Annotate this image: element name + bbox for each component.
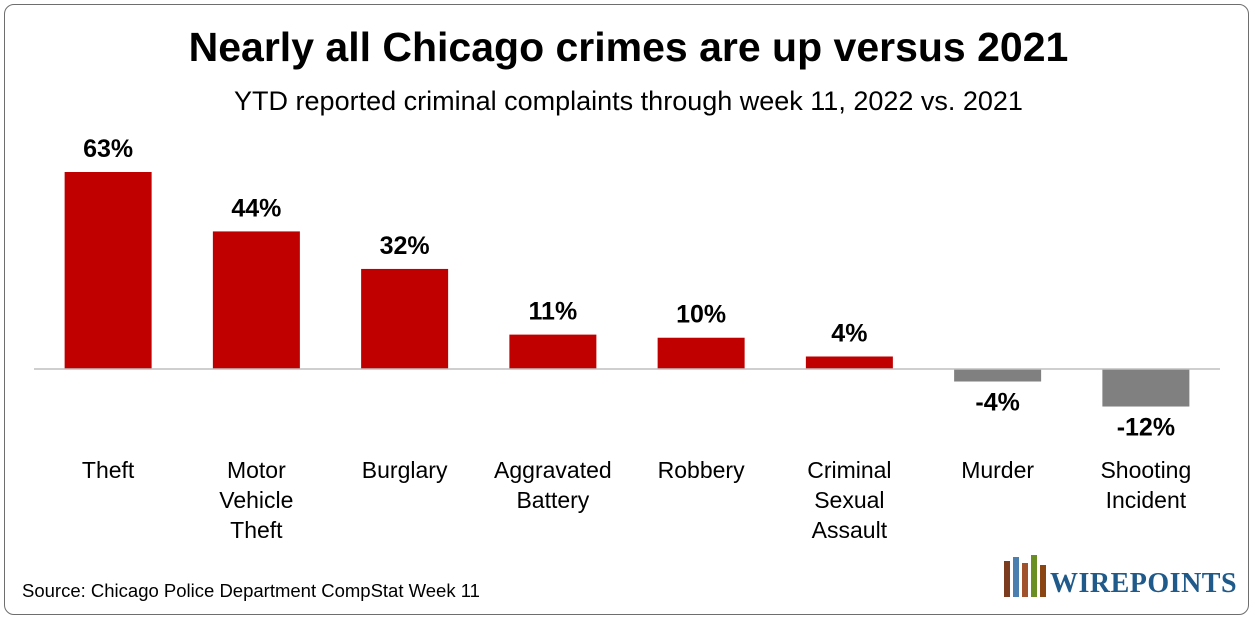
category-label-2-line-1: Motor <box>227 457 286 483</box>
category-label-3-line-1: Burglary <box>362 457 448 483</box>
chart-frame <box>4 4 1249 615</box>
logo-text: WIREPOINTS <box>1050 568 1238 599</box>
bar-2 <box>212 231 300 369</box>
chart-subtitle: YTD reported criminal complaints through… <box>234 86 1023 116</box>
bar-4 <box>509 334 597 369</box>
data-label-1: 63% <box>83 135 133 163</box>
category-label-6-line-1: Criminal <box>807 457 891 483</box>
category-label-2-line-2: Vehicle <box>219 487 293 513</box>
category-label-6-line-3: Assault <box>812 517 888 543</box>
chart-title: Nearly all Chicago crimes are up versus … <box>188 24 1069 70</box>
category-label-4-line-1: Aggravated <box>494 457 612 483</box>
source-note: Source: Chicago Police Department CompSt… <box>22 580 480 601</box>
category-label-8-line-2: Incident <box>1106 487 1187 513</box>
data-label-2: 44% <box>231 194 281 222</box>
bar-5 <box>657 337 745 369</box>
bar-8 <box>1102 369 1190 407</box>
bar-7 <box>954 369 1042 382</box>
category-label-6-line-2: Sexual <box>814 487 884 513</box>
data-label-6: 4% <box>831 319 867 347</box>
category-label-4-line-2: Battery <box>516 487 589 513</box>
category-label-7-line-1: Murder <box>961 457 1034 483</box>
data-label-3: 32% <box>380 232 430 260</box>
bar-6 <box>805 356 893 369</box>
data-label-4: 11% <box>529 298 578 326</box>
category-label-8-line-1: Shooting <box>1100 457 1191 483</box>
bar-1 <box>64 172 152 369</box>
category-label-2-line-3: Theft <box>230 517 283 543</box>
data-label-5: 10% <box>676 301 726 329</box>
category-label-5-line-1: Robbery <box>658 457 745 483</box>
data-label-7: -4% <box>975 389 1019 417</box>
category-label-1-line-1: Theft <box>82 457 135 483</box>
data-label-8: -12% <box>1117 414 1175 442</box>
bar-3 <box>361 268 449 369</box>
wirepoints-logo-icon <box>1004 555 1046 597</box>
